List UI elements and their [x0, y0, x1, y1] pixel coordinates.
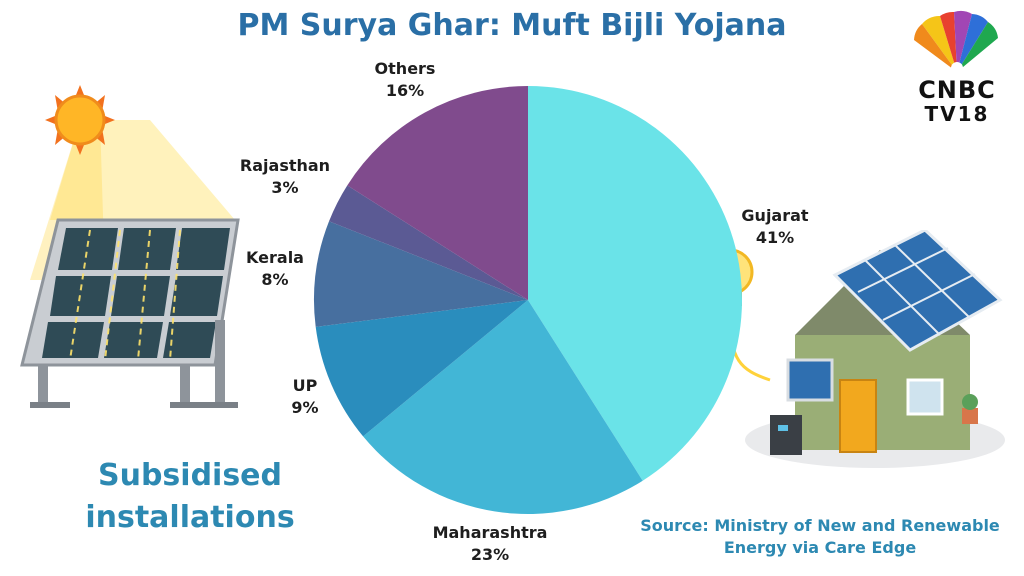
slice-label-others: Others 16% [350, 58, 460, 102]
pie-slice-rajasthan [329, 185, 528, 300]
solar-panel-with-sun-icon [20, 85, 240, 408]
source-note: Source: Ministry of New and Renewable En… [620, 515, 1020, 559]
slice-value-kerala: 8% [261, 270, 289, 289]
slice-label-kerala: Kerala 8% [230, 247, 320, 291]
slice-value-rajasthan: 3% [271, 178, 299, 197]
slice-name-up: UP [292, 376, 318, 395]
chart-title: PM Surya Ghar: Muft Bijli Yojana [237, 8, 787, 43]
slice-label-maharashtra: Maharashtra 23% [410, 522, 570, 566]
slice-name-gujarat: Gujarat [741, 206, 809, 225]
subsidised-installations-heading: Subsidised installations [60, 455, 320, 539]
slice-label-up: UP 9% [270, 375, 340, 419]
heading-line-1: Subsidised [97, 458, 282, 493]
slice-value-maharashtra: 23% [470, 545, 510, 564]
pie-slice-kerala [314, 221, 528, 327]
heading-line-2: installations [85, 500, 295, 535]
cnbc-tv18-logo: CNBC TV18 [902, 10, 1012, 126]
pie-slice-maharashtra [363, 300, 643, 515]
slice-value-up: 9% [291, 398, 319, 417]
pie-slice-up [315, 300, 528, 437]
peacock-icon [914, 10, 998, 74]
house-with-rooftop-solar-icon [706, 230, 1005, 468]
slice-name-maharashtra: Maharashtra [432, 523, 548, 542]
pie-slice-gujarat [528, 86, 743, 481]
logo-tv18-text: TV18 [924, 102, 990, 126]
pie-slice-others [347, 86, 528, 300]
slice-value-gujarat: 41% [755, 228, 795, 247]
slice-label-gujarat: Gujarat 41% [725, 205, 825, 249]
slice-name-others: Others [374, 59, 436, 78]
slice-label-rajasthan: Rajasthan 3% [225, 155, 345, 199]
source-line-1: Source: Ministry of New and Renewable [640, 516, 1000, 535]
slice-name-kerala: Kerala [246, 248, 304, 267]
source-line-2: Energy via Care Edge [723, 538, 917, 557]
slice-value-others: 16% [385, 81, 425, 100]
slice-name-rajasthan: Rajasthan [239, 156, 331, 175]
logo-cnbc-text: CNBC [918, 76, 996, 104]
